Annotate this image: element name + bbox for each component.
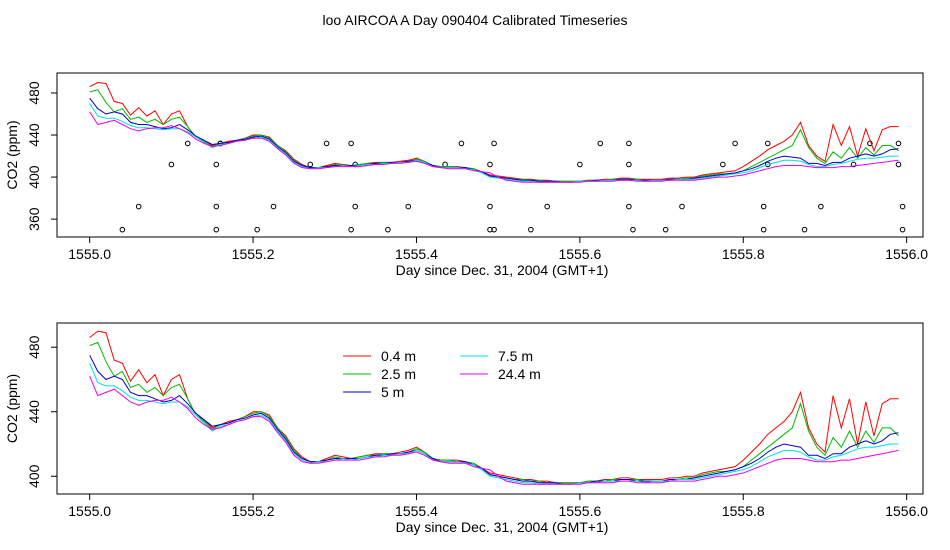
panel2-x-tick-label: 1556.0: [885, 503, 928, 519]
panel1-data-point: [528, 226, 534, 233]
panel2-x-tick-label: 1555.8: [722, 503, 765, 519]
panel1-data-point: [801, 226, 808, 233]
panel1-y-tick-label: 480: [26, 81, 42, 105]
panel2-y-tick-label: 400: [26, 464, 42, 488]
panel2-x-tick-label: 1555.0: [68, 503, 111, 519]
panel1-data-point: [760, 226, 767, 233]
panel2-y-tick-label: 480: [26, 335, 42, 359]
panel1-data-point: [491, 226, 497, 233]
panel1-y-tick-label: 400: [26, 165, 42, 189]
panel1-y-tick-label: 360: [26, 207, 42, 231]
panel1-data-point: [732, 140, 738, 147]
panel1-data-point: [597, 140, 604, 147]
legend: 0.4 m 2.5 m 5 m 7.5 m 24.4 m: [343, 348, 541, 400]
panel2-x-tick-label: 1555.2: [232, 503, 275, 519]
legend-label: 7.5 m: [498, 348, 533, 364]
panel1-data-point: [213, 161, 220, 168]
panel1-x-axis-label: Day since Dec. 31, 2004 (GMT+1): [396, 262, 609, 278]
panel1-x-tick-label: 1555.2: [232, 246, 275, 262]
chart-title: loo AIRCOA A Day 090404 Calibrated Times…: [322, 12, 628, 28]
panel1-series-5-m: [89, 97, 899, 183]
panel1-data-point: [626, 203, 632, 210]
panel1-data-point: [385, 226, 391, 233]
panel1-data-point: [213, 226, 220, 233]
panel1-data-point: [487, 161, 493, 168]
panel1-data-group: [119, 140, 906, 233]
legend-label: 5 m: [381, 384, 404, 400]
panel1-data-point: [850, 161, 857, 168]
legend-label: 2.5 m: [381, 366, 416, 382]
panel1-data-point: [323, 140, 330, 147]
panel1-data-point: [899, 203, 906, 210]
panel2-series-5-m: [89, 355, 899, 485]
legend-label: 0.4 m: [381, 348, 416, 364]
panel1-data-point: [630, 226, 636, 233]
panel1-data-point: [818, 203, 824, 210]
panel2-series-24-4-m: [89, 376, 899, 485]
panel1-lines-group: [89, 81, 899, 183]
panel1-data-point: [184, 140, 191, 147]
panel1-data-point: [899, 226, 906, 233]
panel1-data-point: [760, 203, 767, 210]
panel1-x-tick-label: 1555.0: [68, 246, 111, 262]
panel1-data-point: [764, 161, 771, 168]
panel2-series-0-4-m: [89, 330, 899, 484]
panel2-y-axis-label: CO2 (ppm): [4, 374, 20, 443]
panel1-data-point: [119, 226, 126, 233]
panel1-series-24-4-m: [89, 111, 899, 183]
panel2-series-7-5-m: [89, 363, 899, 485]
panel1-data-point: [348, 140, 354, 147]
panel1-data-point: [720, 161, 726, 168]
legend-label: 24.4 m: [498, 366, 541, 382]
panel1-data-point: [458, 140, 465, 147]
panel1-series-2-5-m: [89, 89, 899, 182]
panel1-data-point: [135, 203, 142, 210]
panel1-data-point: [487, 226, 493, 233]
panel2-series-2-5-m: [89, 341, 899, 484]
panel1-data-point: [307, 161, 314, 168]
panel1-data-point: [764, 140, 771, 147]
panel1-data-point: [352, 203, 358, 210]
panel1-data-point: [626, 140, 632, 147]
panel1-x-tick-label: 1555.4: [395, 246, 438, 262]
panel1-data-point: [254, 226, 260, 233]
panel1-data-point: [270, 203, 277, 210]
panel1-data-point: [895, 140, 902, 147]
panel1-x-tick-label: 1556.0: [885, 246, 928, 262]
panel2-x-axis-label: Day since Dec. 31, 2004 (GMT+1): [396, 519, 609, 535]
panel1-plot-frame: [56, 72, 924, 238]
panel1-data-point: [213, 203, 220, 210]
panel1-data-point: [544, 203, 550, 210]
panel1-y-tick-label: 440: [26, 123, 42, 147]
panel1-data-point: [679, 203, 685, 210]
panel2-y-tick-label: 440: [26, 400, 42, 424]
panel1-data-point: [491, 140, 497, 147]
panel2-data-group: [89, 330, 899, 485]
panel1-data-point: [626, 161, 632, 168]
panel1-x-tick-label: 1555.6: [558, 246, 601, 262]
panel1-data-point: [348, 226, 354, 233]
panel2-plot-frame: [56, 322, 924, 495]
panel1-data-point: [895, 161, 902, 168]
panel2-x-tick-label: 1555.4: [395, 503, 438, 519]
panel1-x-tick-label: 1555.8: [722, 246, 765, 262]
panel1-data-point: [442, 161, 448, 168]
panel1-data-point: [168, 161, 175, 168]
panel1-data-point: [662, 226, 669, 233]
panel1-data-point: [487, 203, 493, 210]
panel1-data-point: [405, 203, 412, 210]
panel1-y-axis-label: CO2 (ppm): [4, 120, 20, 189]
panel2-x-tick-label: 1555.6: [558, 503, 601, 519]
panel1-data-point: [577, 161, 583, 168]
panel1-series-7-5-m: [89, 103, 899, 183]
